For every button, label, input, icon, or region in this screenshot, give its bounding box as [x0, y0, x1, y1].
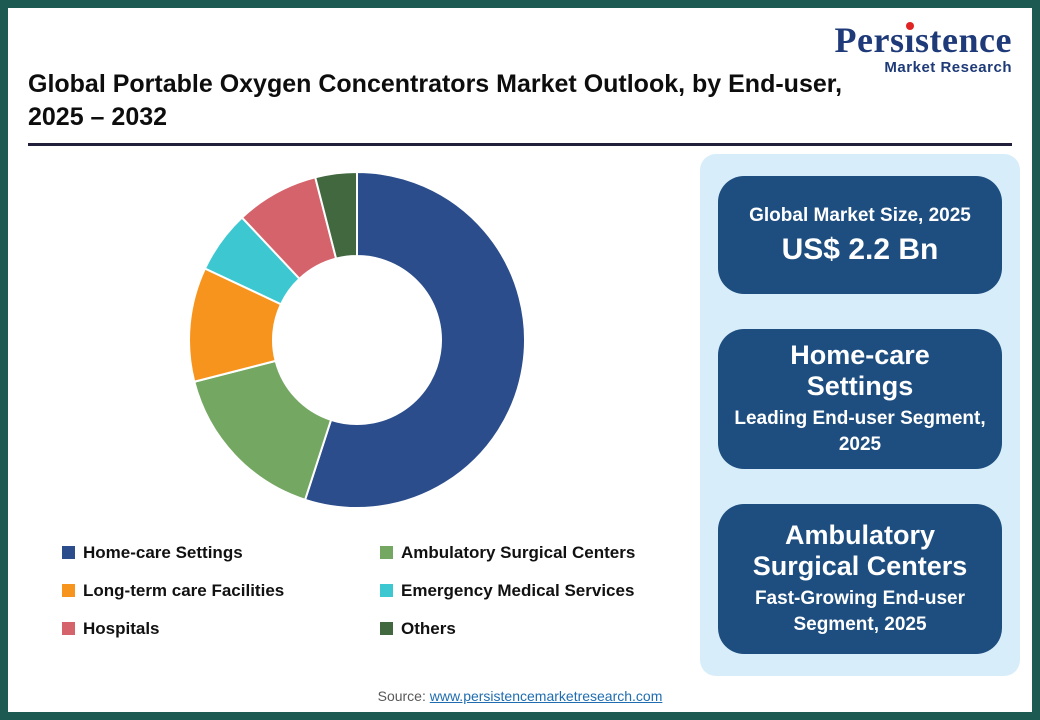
legend-label: Ambulatory Surgical Centers: [401, 543, 636, 562]
legend-label: Emergency Medical Services: [401, 581, 635, 600]
source-label: Source:: [377, 688, 430, 704]
title-block: Global Portable Oxygen Concentrators Mar…: [28, 68, 1012, 146]
legend-swatch-icon: [380, 546, 393, 559]
source-footer: Source: www.persistencemarketresearch.co…: [8, 688, 1032, 704]
leading-segment-caption: Leading End-user Segment, 2025: [734, 408, 986, 456]
fast-growing-segment-caption: Fast-Growing End-user Segment, 2025: [754, 588, 966, 636]
donut-segment-1: [303, 170, 526, 509]
brand-logo: Persı stence Market Research: [834, 20, 1012, 76]
page-title-line1: Global Portable Oxygen Concentrators Mar…: [28, 70, 843, 98]
main-content: Home-care Settings Ambulatory Surgical Ce…: [8, 146, 1032, 676]
legend-item: Others: [380, 619, 688, 639]
logo-text-post: stence: [915, 20, 1012, 60]
highlights-sidebar: Global Market Size, 2025 US$ 2.2 Bn Home…: [700, 154, 1020, 676]
leading-segment-card: Home-care Settings Leading End-user Segm…: [718, 329, 1002, 469]
legend-label: Long-term care Facilities: [83, 581, 285, 600]
legend-swatch-icon: [380, 584, 393, 597]
market-size-card: Global Market Size, 2025 US$ 2.2 Bn: [718, 176, 1002, 294]
legend-swatch-icon: [62, 584, 75, 597]
legend-swatch-icon: [62, 622, 75, 635]
market-size-value: US$ 2.2 Bn: [781, 232, 939, 266]
legend-item: Hospitals: [62, 619, 370, 639]
legend-swatch-icon: [62, 546, 75, 559]
legend-label: Others: [401, 619, 456, 638]
legend-item: Ambulatory Surgical Centers: [380, 543, 688, 563]
donut-chart: [175, 158, 539, 527]
donut-segment-2: [193, 359, 333, 502]
header: Persı stence Market Research Global Porta…: [8, 8, 1032, 146]
fast-growing-segment-card: Ambulatory Surgical Centers Fast-Growing…: [718, 504, 1002, 654]
legend-label: Home-care Settings: [83, 543, 243, 562]
logo-text-pre: Pers: [834, 20, 905, 60]
legend-item: Emergency Medical Services: [380, 581, 688, 601]
legend-item: Long-term care Facilities: [62, 581, 370, 601]
leading-segment-name: Home-care Settings: [790, 340, 930, 402]
chart-legend: Home-care Settings Ambulatory Surgical Ce…: [26, 543, 688, 639]
logo-text-i: ı: [904, 20, 916, 60]
logo-red-dot-icon: [905, 22, 914, 30]
legend-swatch-icon: [380, 622, 393, 635]
source-link[interactable]: www.persistencemarketresearch.com: [429, 688, 663, 704]
legend-item: Home-care Settings: [62, 543, 370, 563]
fast-growing-segment-name: Ambulatory Surgical Centers: [752, 520, 968, 582]
donut-chart-svg: [188, 170, 526, 509]
logo-letter-i: ı: [905, 20, 916, 60]
logo-subtitle: Market Research: [884, 58, 1012, 76]
chart-column: Home-care Settings Ambulatory Surgical Ce…: [26, 154, 688, 676]
market-size-card-title: Global Market Size, 2025: [749, 204, 971, 226]
logo-wordmark: Persı stence: [834, 20, 1012, 60]
donut-segment-6: [314, 170, 358, 260]
page-title-line2: 2025 – 2032: [28, 102, 168, 131]
legend-label: Hospitals: [83, 619, 160, 638]
